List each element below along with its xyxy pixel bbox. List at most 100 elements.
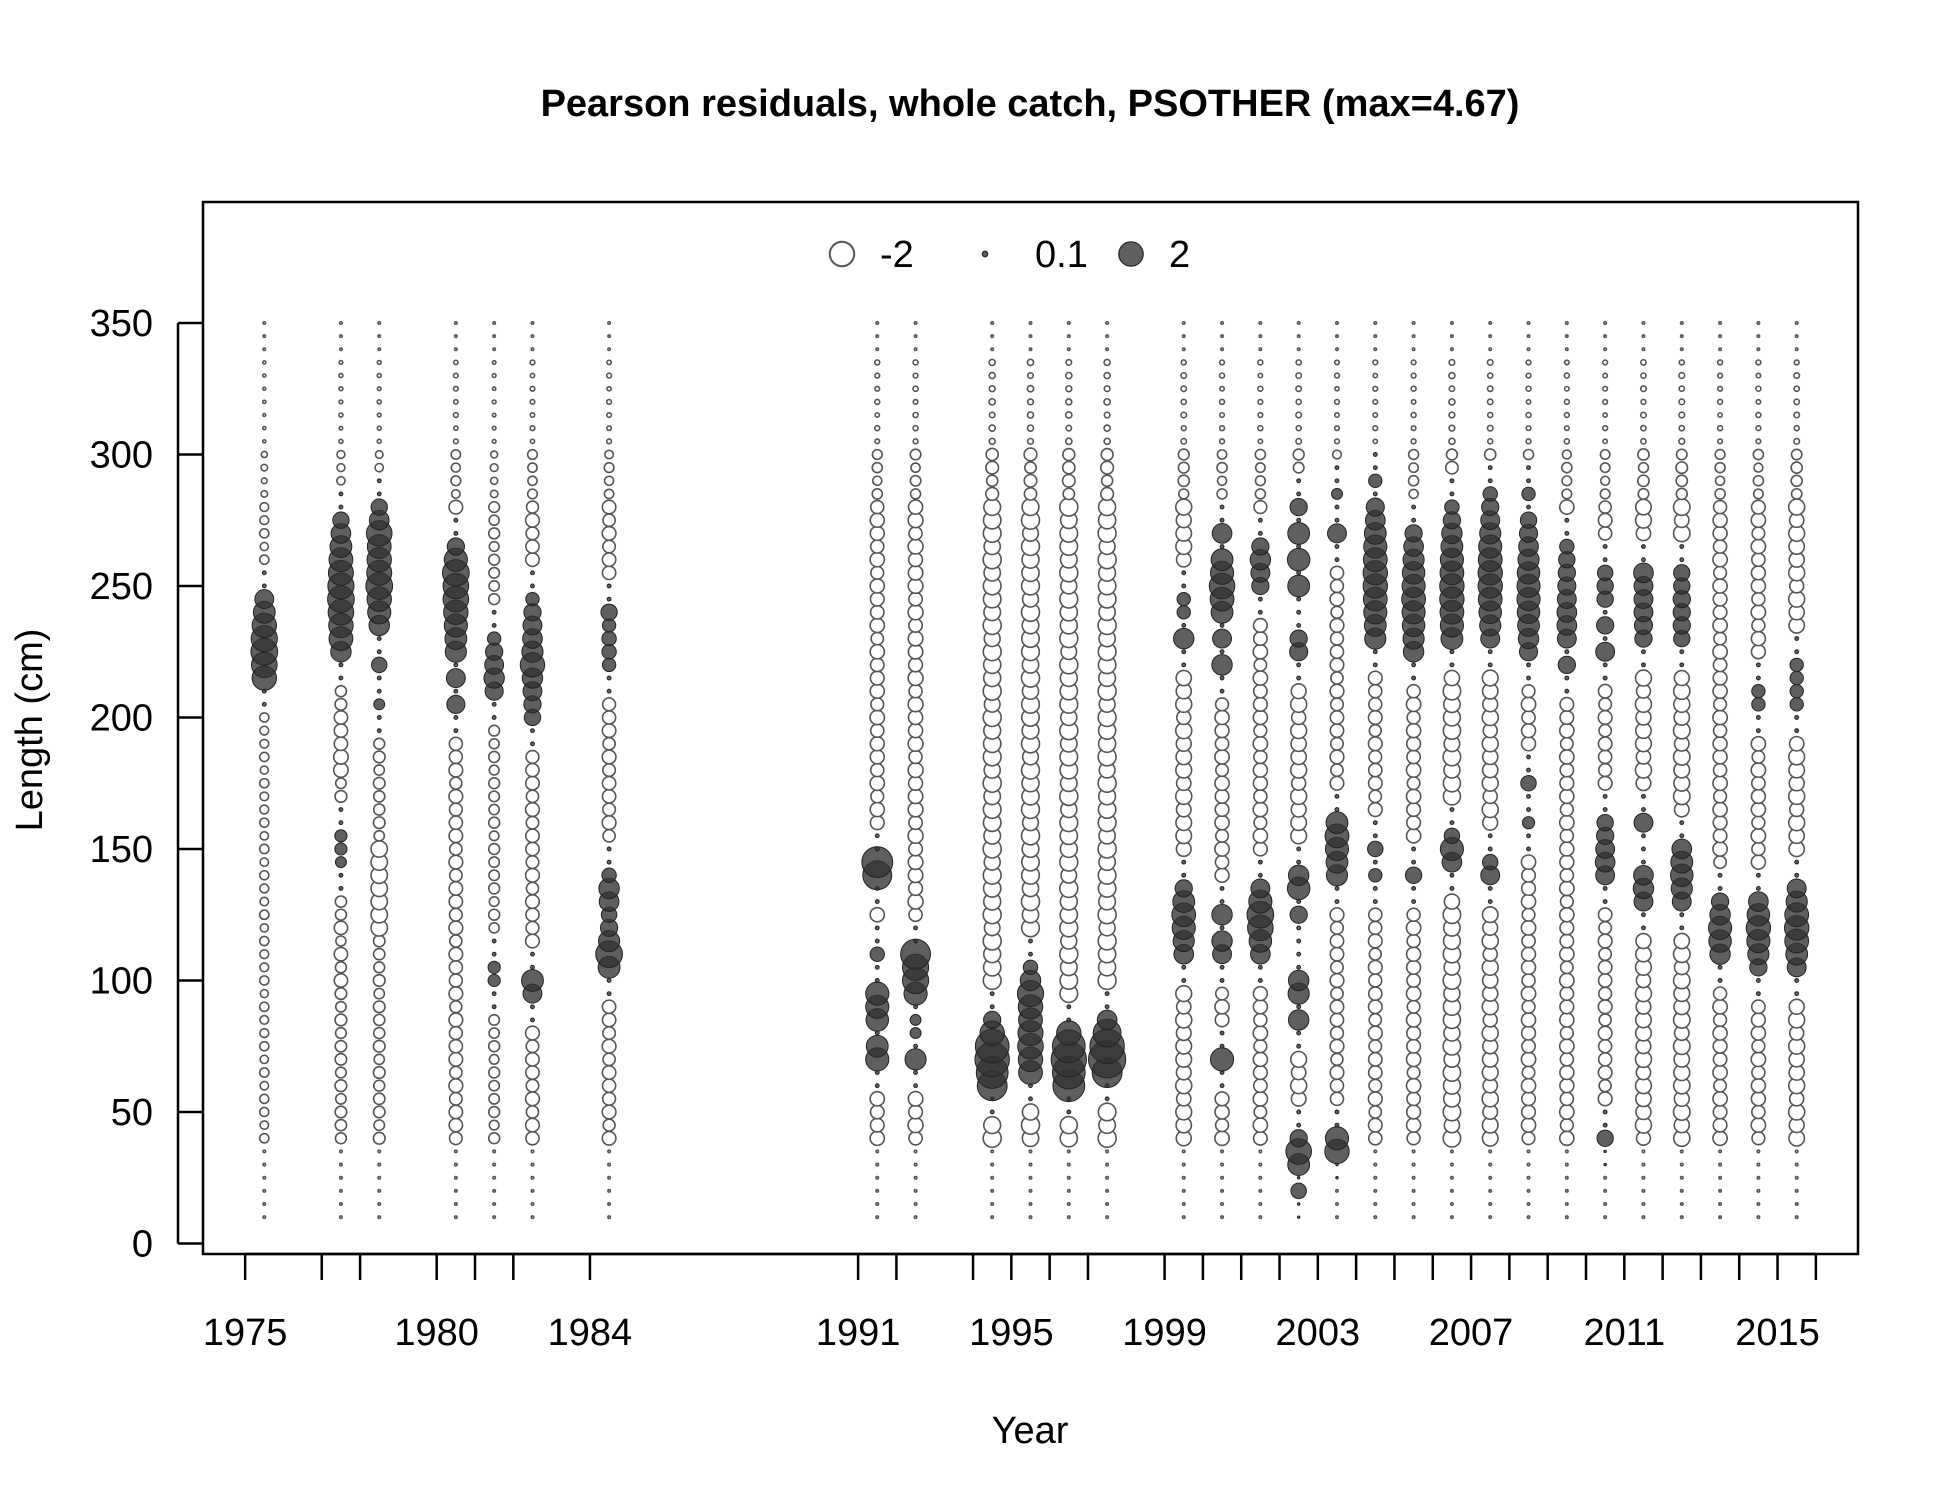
bubble-negative bbox=[373, 961, 386, 974]
bubble-negative bbox=[875, 1149, 880, 1154]
bubble-negative bbox=[525, 881, 540, 896]
bubble-negative bbox=[492, 334, 497, 339]
bubble-negative bbox=[1525, 385, 1532, 393]
bubble-negative bbox=[1368, 920, 1383, 936]
bubble-negative bbox=[1329, 775, 1345, 791]
bubble-negative bbox=[1793, 424, 1800, 432]
bubble-positive bbox=[261, 570, 267, 576]
bubble-negative bbox=[1559, 828, 1575, 844]
bubble-positive bbox=[909, 1013, 922, 1026]
bubble-positive bbox=[1219, 899, 1225, 905]
bubble-negative bbox=[1602, 372, 1609, 379]
bubble-positive bbox=[1557, 655, 1576, 675]
x-tick-label: 1991 bbox=[816, 1312, 901, 1354]
bubble-negative bbox=[1794, 334, 1799, 339]
bubble-positive bbox=[1296, 596, 1302, 602]
bubble-negative bbox=[913, 1175, 918, 1180]
bubble-positive bbox=[1334, 504, 1340, 510]
bubble-negative bbox=[607, 1188, 612, 1193]
bubble-positive bbox=[1219, 1083, 1225, 1089]
bubble-negative bbox=[334, 1118, 348, 1132]
bubble-negative bbox=[1603, 347, 1608, 352]
bubble-negative bbox=[259, 738, 270, 749]
bubble-negative bbox=[1597, 1091, 1613, 1107]
bubble-negative bbox=[1520, 722, 1537, 739]
bubble-negative bbox=[1718, 1149, 1723, 1154]
bubble-negative bbox=[1220, 1202, 1225, 1207]
bubble-negative bbox=[985, 474, 999, 488]
bubble-negative bbox=[453, 1162, 458, 1167]
bubble-positive bbox=[334, 842, 348, 856]
bubble-negative bbox=[602, 1118, 616, 1132]
bubble-positive bbox=[1411, 899, 1417, 905]
bubble-negative bbox=[1220, 1162, 1225, 1167]
bubble-negative bbox=[1750, 604, 1767, 621]
bubble-positive bbox=[1564, 530, 1570, 536]
bubble-positive bbox=[1372, 859, 1378, 865]
bubble-negative bbox=[448, 788, 464, 805]
bubble-negative bbox=[1334, 334, 1340, 339]
bubble-negative bbox=[376, 359, 382, 366]
bubble-negative bbox=[524, 801, 541, 818]
bubble-positive bbox=[1176, 591, 1191, 607]
bubble-positive bbox=[1717, 978, 1723, 983]
bubble-positive bbox=[1679, 557, 1685, 563]
bubble-positive bbox=[865, 981, 890, 1006]
bubble-negative bbox=[488, 580, 501, 592]
bubble-negative bbox=[1563, 398, 1571, 406]
bubble-negative bbox=[452, 438, 459, 445]
bubble-positive bbox=[1526, 846, 1531, 852]
bubble-negative bbox=[376, 386, 382, 392]
bubble-negative bbox=[1220, 1188, 1225, 1193]
bubble-negative bbox=[338, 334, 343, 339]
bubble-negative bbox=[601, 499, 617, 515]
bubble-negative bbox=[1714, 461, 1726, 474]
bubble-positive bbox=[1602, 636, 1608, 642]
bubble-negative bbox=[1597, 762, 1613, 778]
bubble-negative bbox=[1794, 347, 1799, 352]
bubble-negative bbox=[1598, 1078, 1612, 1093]
bubble-negative bbox=[260, 463, 269, 472]
bubble-negative bbox=[1603, 320, 1608, 326]
bubble-negative bbox=[602, 736, 616, 751]
bubble-negative bbox=[1028, 347, 1033, 352]
bubble-negative bbox=[258, 527, 270, 539]
bubble-negative bbox=[1252, 670, 1269, 686]
bubble-negative bbox=[1597, 1052, 1613, 1067]
bubble-negative bbox=[448, 920, 464, 936]
bubble-negative bbox=[1525, 398, 1532, 405]
bubble-positive bbox=[1372, 452, 1378, 457]
bubble-positive bbox=[1372, 899, 1378, 905]
bubble-negative bbox=[1295, 411, 1303, 419]
bubble-negative bbox=[1253, 1039, 1268, 1054]
bubble-negative bbox=[1252, 998, 1269, 1015]
bubble-negative bbox=[487, 842, 501, 856]
bubble-negative bbox=[1521, 1131, 1536, 1146]
bubble-negative bbox=[372, 934, 386, 948]
bubble-positive bbox=[1372, 833, 1378, 839]
y-tick-label: 300 bbox=[90, 434, 153, 476]
bubble-negative bbox=[1794, 1215, 1799, 1220]
bubble-negative bbox=[913, 1202, 918, 1207]
bubble-positive bbox=[1219, 688, 1225, 694]
bubble-negative bbox=[1410, 398, 1417, 405]
bubble-negative bbox=[1408, 488, 1419, 500]
bubble-positive bbox=[1365, 497, 1385, 517]
bubble-negative bbox=[907, 1104, 924, 1120]
bubble-negative bbox=[525, 749, 540, 765]
bubble-positive bbox=[865, 1034, 889, 1058]
bubble-negative bbox=[912, 385, 919, 393]
bubble-negative bbox=[990, 1188, 995, 1193]
bubble-positive bbox=[1679, 662, 1685, 668]
bubble-positive bbox=[376, 491, 382, 497]
bubble-negative bbox=[259, 804, 270, 815]
bubble-negative bbox=[1066, 1162, 1071, 1167]
bubble-negative bbox=[1756, 347, 1761, 352]
bubble-negative bbox=[1367, 999, 1383, 1015]
bubble-negative bbox=[1253, 1104, 1268, 1119]
bubble-negative bbox=[1794, 320, 1799, 326]
bubble-negative bbox=[1563, 411, 1571, 419]
bubble-negative bbox=[1597, 749, 1613, 765]
bubble-positive bbox=[1641, 846, 1646, 852]
bubble-positive bbox=[1602, 807, 1608, 812]
